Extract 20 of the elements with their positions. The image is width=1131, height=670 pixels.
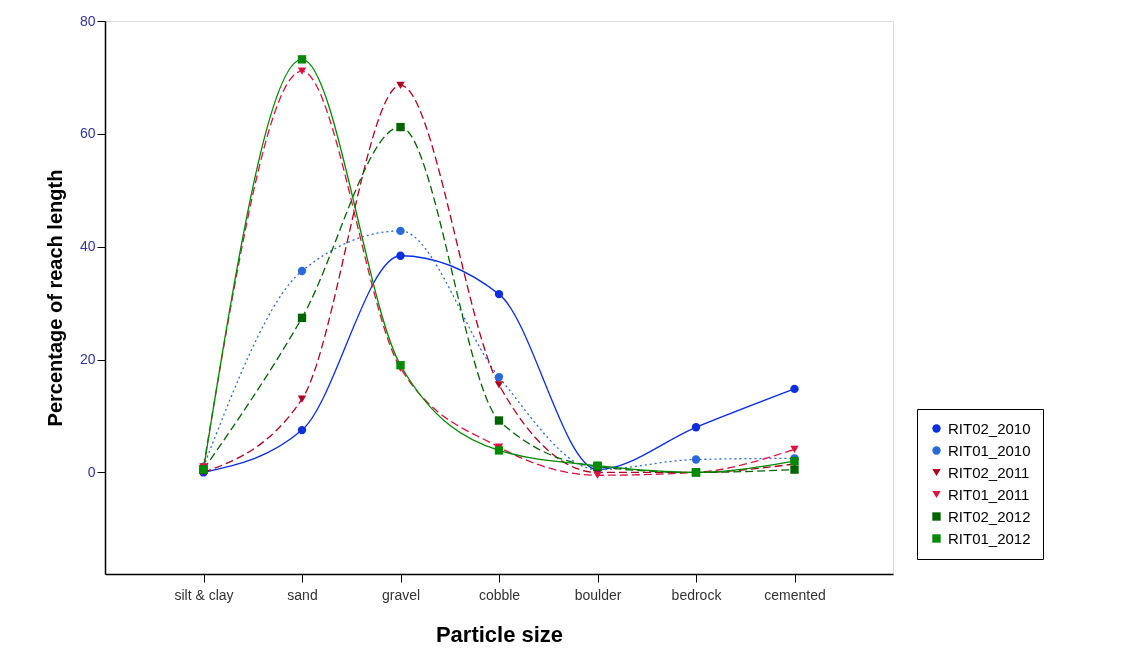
y-tick-label: 40 — [79, 238, 96, 255]
legend-label: RIT02_2011 — [948, 463, 1030, 481]
x-tick-label: silt & clay — [174, 586, 234, 603]
y-tick-label: 80 — [79, 12, 96, 29]
x-tick-label: cobble — [478, 586, 521, 603]
legend-label: RIT01_2012 — [948, 529, 1031, 547]
x-tick-label: sand — [287, 586, 318, 603]
legend-label: RIT01_2011 — [948, 485, 1030, 503]
x-tick-label: boulder — [574, 586, 622, 603]
x-axis-title: Particle size — [435, 621, 564, 647]
y-tick-label: 0 — [87, 463, 96, 480]
legend-label: RIT02_2010 — [948, 419, 1031, 437]
x-tick-label: bedrock — [671, 586, 723, 603]
y-tick-label: 60 — [79, 125, 96, 142]
legend-label: RIT01_2010 — [948, 441, 1031, 459]
x-tick-label: gravel — [381, 586, 421, 603]
x-tick-label: cemented — [764, 586, 826, 603]
y-tick-label: 20 — [79, 351, 96, 368]
legend-label: RIT02_2012 — [948, 507, 1031, 525]
y-axis-title: Percentage of reach length — [43, 169, 66, 427]
